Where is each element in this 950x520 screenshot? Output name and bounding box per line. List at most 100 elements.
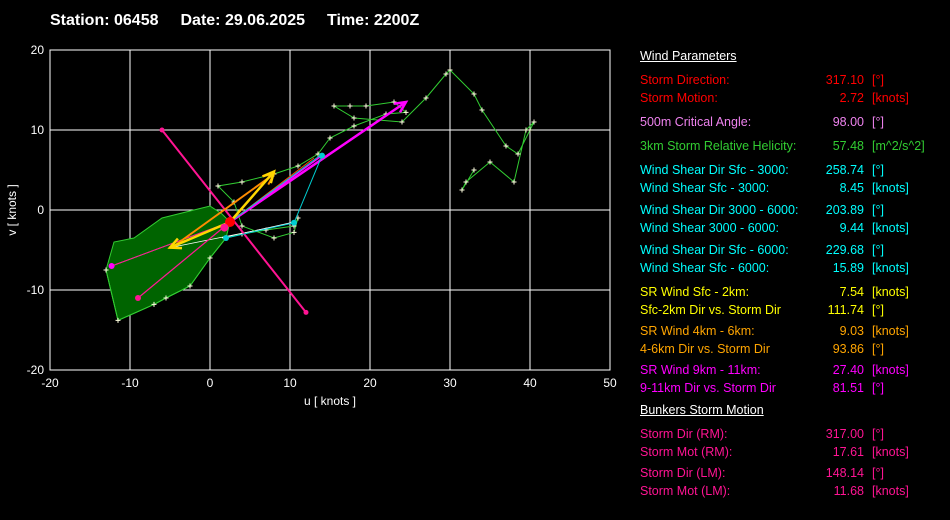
parameter-label: Storm Direction: xyxy=(640,73,730,87)
parameter-row: Wind Shear Dir Sfc - 6000: 229.68 [°] xyxy=(640,243,945,259)
parameter-label: Wind Shear Dir 3000 - 6000: xyxy=(640,203,799,217)
date-label: Date: 29.06.2025 xyxy=(180,12,306,29)
parameter-unit: [°] xyxy=(872,73,884,87)
hodograph-point xyxy=(103,267,109,273)
hodograph-chart: -20 -10 0 10 20 30 40 50 20 10 0 -10 -20 u [ knots ]… xyxy=(5,43,617,408)
hodograph-point xyxy=(479,107,485,113)
parameter-label: Wind Shear Sfc - 6000: xyxy=(640,261,770,275)
parameter-unit: [m^2/s^2] xyxy=(872,139,925,153)
hodograph-point xyxy=(403,109,409,115)
hodograph-point xyxy=(291,229,297,235)
parameter-label: 9-11km Dir vs. Storm Dir xyxy=(640,381,776,395)
hodograph-point xyxy=(471,167,477,173)
hodograph-point xyxy=(271,235,277,241)
parameter-unit: [°] xyxy=(872,243,884,257)
grid xyxy=(50,50,610,370)
hodograph-point xyxy=(263,227,269,233)
parameter-unit: [°] xyxy=(872,115,884,129)
parameter-value: 2.72 xyxy=(839,91,864,105)
x-tick-label: 40 xyxy=(523,376,537,390)
parameter-row: Wind Shear Dir 3000 - 6000: 203.89 [°] xyxy=(640,203,945,219)
vector-line xyxy=(293,155,323,223)
parameter-value: 7.54 xyxy=(839,285,864,299)
chart-series xyxy=(103,67,537,323)
parameter-label: Storm Dir (RM): xyxy=(640,427,728,441)
vector-line xyxy=(229,153,323,223)
parameter-value: 11.68 xyxy=(833,484,864,498)
parameter-label: Wind Shear Dir Sfc - 3000: xyxy=(640,163,789,177)
parameter-label: Sfc-2km Dir vs. Storm Dir xyxy=(640,303,781,317)
parameter-value: 98.00 xyxy=(832,115,864,129)
parameter-value: 229.68 xyxy=(825,243,864,257)
hodograph-point xyxy=(187,283,193,289)
x-tick-label: -10 xyxy=(121,376,139,390)
parameter-unit: [°] xyxy=(872,342,884,356)
parameter-label: SR Wind Sfc - 2km: xyxy=(640,285,750,299)
point-marker xyxy=(220,223,229,232)
x-tick-label: 10 xyxy=(283,376,297,390)
x-tick-label: 50 xyxy=(603,376,617,390)
x-tick-label: 20 xyxy=(363,376,377,390)
parameter-unit: [knots] xyxy=(872,181,909,195)
parameter-row: Wind Shear 3000 - 6000: 9.44 [knots] xyxy=(640,221,945,237)
parameter-value: 9.03 xyxy=(839,324,864,338)
point-marker xyxy=(108,263,115,269)
hodograph-point xyxy=(443,71,449,77)
hodograph-point xyxy=(463,179,469,185)
hodograph-point xyxy=(239,223,245,229)
parameter-unit: [°] xyxy=(872,381,884,395)
hodograph-point xyxy=(399,119,405,125)
parameter-row: Wind Shear Sfc - 6000: 15.89 [knots] xyxy=(640,261,945,277)
y-tick-label: -20 xyxy=(27,363,45,377)
parameter-label: Wind Shear 3000 - 6000: xyxy=(640,221,779,235)
axis-ticks: -20 -10 0 10 20 30 40 50 20 10 0 -10 -20 xyxy=(27,43,617,390)
y-tick-label: 10 xyxy=(31,123,45,137)
hodograph-point xyxy=(351,115,357,121)
parameter-unit: [knots] xyxy=(872,285,909,299)
reference-line xyxy=(221,221,295,239)
hodograph-point xyxy=(115,317,121,323)
hodograph-point xyxy=(459,187,465,193)
parameter-unit: [knots] xyxy=(872,484,909,498)
vector-arrowhead xyxy=(262,169,276,184)
parameter-value: 317.00 xyxy=(825,427,864,441)
hodograph-point xyxy=(239,179,245,185)
parameter-value: 203.89 xyxy=(825,203,864,217)
parameter-row: Storm Dir (LM): 148.14 [°] xyxy=(640,466,945,482)
parameter-value: 17.61 xyxy=(832,445,864,459)
parameter-unit: [°] xyxy=(872,466,884,480)
parameter-row: 4-6km Dir vs. Storm Dir 93.86 [°] xyxy=(640,342,945,358)
hodograph-point xyxy=(215,183,221,189)
hodograph-point xyxy=(163,295,169,301)
parameter-unit: [°] xyxy=(872,203,884,217)
parameter-unit: [knots] xyxy=(872,363,909,377)
parameter-row: SR Wind Sfc - 2km: 7.54 [knots] xyxy=(640,285,945,301)
point-marker xyxy=(135,295,141,301)
point-marker xyxy=(303,309,309,315)
parameter-row: Storm Mot (RM): 17.61 [knots] xyxy=(640,445,945,461)
hodograph-point xyxy=(347,103,353,109)
vector-line xyxy=(169,220,231,249)
parameter-row: Sfc-2km Dir vs. Storm Dir 111.74 [°] xyxy=(640,303,945,319)
parameter-label: 500m Critical Angle: xyxy=(640,115,752,129)
parameter-value: 27.40 xyxy=(832,363,864,377)
parameter-value: 258.74 xyxy=(825,163,864,177)
parameter-row: Storm Motion: 2.72 [knots] xyxy=(640,91,945,107)
x-tick-label: -20 xyxy=(41,376,59,390)
plot-frame xyxy=(49,49,611,371)
x-tick-label: 0 xyxy=(207,376,214,390)
hodograph-point xyxy=(511,179,517,185)
parameter-value: 93.86 xyxy=(832,342,864,356)
parameter-row: SR Wind 4km - 6km: 9.03 [knots] xyxy=(640,324,945,340)
parameter-row: Storm Direction: 317.10 [°] xyxy=(640,73,945,89)
hodograph-point xyxy=(503,143,509,149)
hodograph-point xyxy=(471,91,477,97)
hodograph-point xyxy=(531,119,537,125)
parameter-value: 317.10 xyxy=(825,73,864,87)
shear-area xyxy=(105,205,231,322)
vector-line xyxy=(137,221,231,299)
parameter-value: 9.44 xyxy=(839,221,864,235)
parameter-unit: [knots] xyxy=(872,261,909,275)
parameter-row: 500m Critical Angle: 98.00 [°] xyxy=(640,115,945,131)
y-tick-label: 20 xyxy=(31,43,45,57)
